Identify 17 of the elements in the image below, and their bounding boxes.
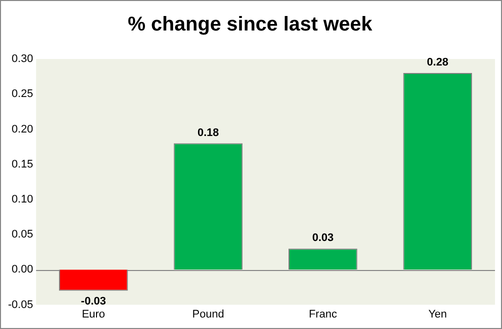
x-tick-label: Franc [308,308,338,320]
x-tick-label: Yen [428,308,447,320]
data-label: 0.28 [426,56,448,69]
y-tick-label: 0.00 [12,264,34,276]
y-tick-label: 0.15 [12,158,34,170]
data-label: 0.03 [312,232,334,244]
chart-title: % change since last week [128,14,374,36]
y-tick-label: 0.20 [12,123,34,136]
x-tick-label: Pound [192,308,224,320]
y-tick-label: -0.05 [8,298,34,311]
data-label: 0.18 [197,126,219,139]
y-tick-label: 0.25 [12,88,34,100]
data-label: -0.03 [80,295,106,308]
y-tick-label: 0.05 [12,228,34,241]
y-tick-label: 0.10 [12,193,34,206]
x-tick-label: Euro [82,308,106,320]
y-tick-label: 0.30 [12,53,34,66]
